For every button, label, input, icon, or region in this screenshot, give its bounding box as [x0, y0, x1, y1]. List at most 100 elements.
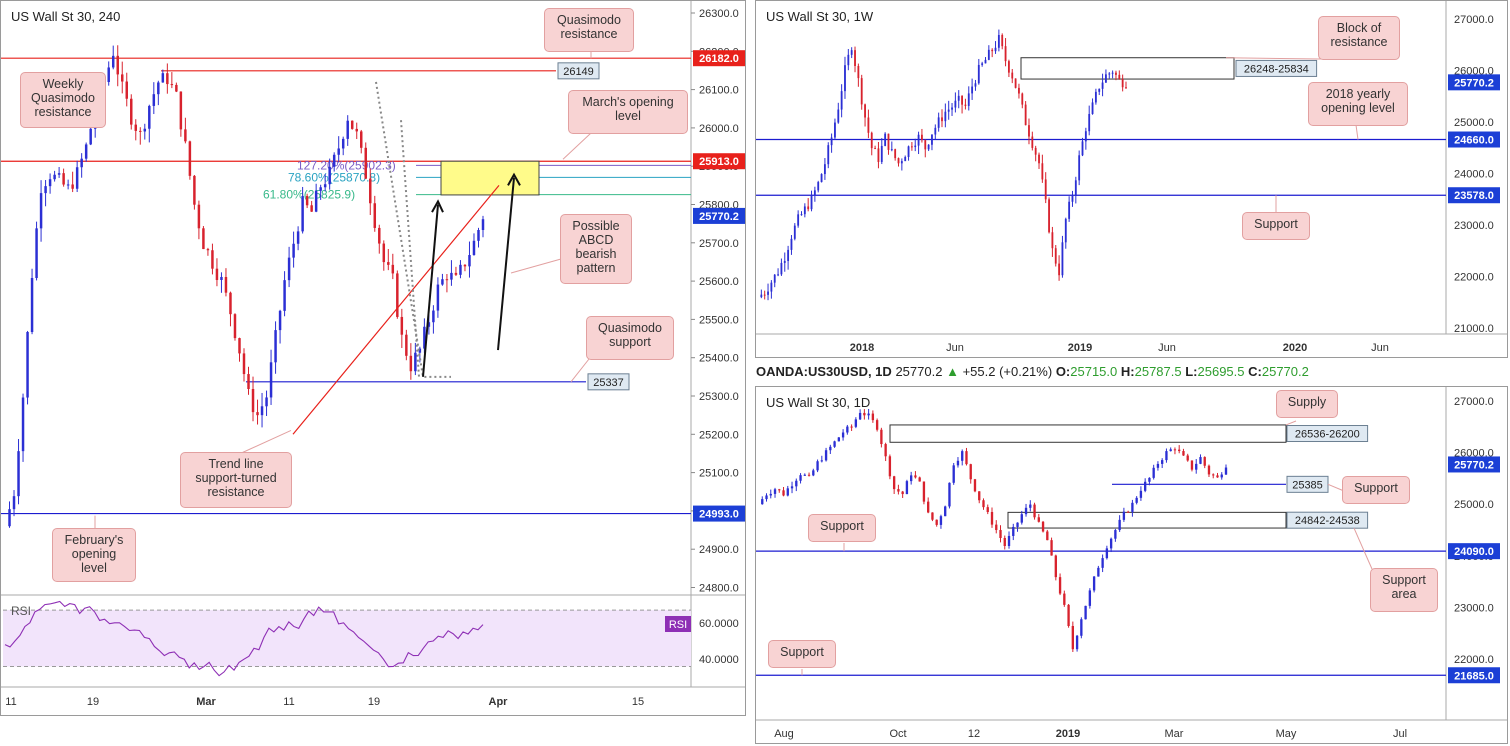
h4-price-badge-bg: [693, 50, 745, 67]
h4-candle: [152, 94, 156, 106]
daily-candle: [846, 426, 849, 433]
weekly-candle: [907, 146, 910, 158]
weekly-candle: [1061, 242, 1064, 276]
h4-rsi-tick: 40.0000: [699, 654, 739, 666]
h4-price-badge: 24993.0: [699, 509, 739, 521]
daily-candle: [892, 476, 896, 490]
daily-candle: [1058, 577, 1062, 594]
weekly-candle: [820, 174, 823, 183]
ohlc-open-label: O:: [1055, 364, 1071, 379]
daily-candle: [1041, 521, 1045, 532]
h4-candle: [341, 138, 345, 149]
daily-candle: [786, 488, 789, 496]
weekly-candle: [931, 134, 933, 145]
weekly-price-badge: 24660.0: [1454, 135, 1494, 147]
h4-price-tick: 26300.0: [699, 8, 739, 20]
daily-candle: [1109, 538, 1113, 549]
h4-candle: [53, 174, 56, 180]
daily-candle: [1220, 474, 1223, 478]
daily-candle: [829, 446, 832, 451]
daily-candle: [773, 489, 777, 494]
callout-daily-support-bottom: Support: [768, 640, 836, 668]
h4-fib-label: 127.20%(25902.3): [297, 158, 396, 172]
h4-candle: [125, 81, 128, 99]
h4-candle: [39, 193, 43, 229]
daily-candle: [1016, 522, 1019, 527]
h4-price-badge-bg: [693, 207, 745, 224]
daily-candle: [833, 441, 836, 447]
daily-candle: [1169, 449, 1172, 452]
weekly-chart-panel[interactable]: 27000.0 26000.0 25000.0 24000.0 23000.0 22000…: [755, 0, 1508, 358]
weekly-candle: [1004, 46, 1007, 62]
weekly-candle: [1118, 74, 1121, 79]
h4-price-tick: 25400.0: [699, 353, 739, 365]
h4-candle: [477, 229, 480, 241]
h4-candle: [269, 362, 273, 398]
callout-quasimodo-resistance: Quasimodo resistance: [544, 8, 634, 52]
callout-weekly-support: Support: [1242, 212, 1310, 240]
h4-candle: [111, 55, 115, 68]
ohlc-high-label: H:: [1120, 364, 1135, 379]
daily-candle: [1126, 511, 1130, 513]
h4-candle: [418, 348, 422, 353]
h4-candle: [134, 124, 138, 131]
h4-price-tick: 26000.0: [699, 123, 739, 135]
callout-trendline: Trend line support-turned resistance: [180, 452, 292, 508]
daily-candle: [1084, 605, 1087, 620]
daily-date-tick: Mar: [1165, 728, 1184, 740]
daily-candle: [931, 512, 934, 520]
h4-abcd-dotted: [375, 81, 451, 378]
weekly-block-zone: [1020, 57, 1235, 80]
daily-candle: [1007, 535, 1011, 547]
daily-candle: [1012, 526, 1015, 536]
weekly-candle: [770, 282, 773, 292]
h4-rsi-band: [3, 610, 691, 667]
daily-price-tick: 23000.0: [1454, 602, 1494, 614]
h4-candle: [459, 264, 462, 275]
h4-candle: [229, 292, 232, 315]
h4-candle: [332, 154, 336, 167]
weekly-candle: [904, 157, 907, 162]
weekly-candle: [1007, 61, 1010, 73]
h4-rsi-badge: RSI: [669, 619, 687, 631]
h4-date-tick: 11: [283, 696, 294, 708]
weekly-candle: [1028, 125, 1030, 137]
daily-candle: [1203, 457, 1206, 466]
daily-support-area-tag-bg: [1286, 511, 1369, 529]
weekly-candle: [967, 93, 970, 106]
weekly-candle: [900, 161, 903, 164]
weekly-candle: [1115, 72, 1117, 75]
weekly-candle: [1048, 199, 1050, 233]
h4-candle: [251, 389, 255, 413]
daily-candle: [880, 429, 883, 445]
h4-candle: [233, 314, 237, 339]
weekly-candle: [987, 49, 990, 60]
weekly-zone-tag: 26248-25834: [1244, 63, 1309, 75]
weekly-zone-tag-bg: [1235, 59, 1318, 77]
h4-candle: [328, 166, 331, 185]
ohlc-high: 25787.5: [1134, 364, 1182, 379]
daily-price-badge: 24090.0: [1454, 546, 1494, 558]
weekly-candle: [941, 117, 943, 122]
daily-candle: [1033, 504, 1036, 518]
h4-candle: [215, 268, 219, 280]
daily-chart-svg[interactable]: 27000.026000.025000.024000.023000.022000…: [756, 387, 1507, 743]
weekly-candle: [874, 148, 877, 150]
weekly-candle: [937, 117, 940, 128]
h4-date-tick: 19: [368, 696, 380, 708]
h4-candle: [175, 84, 178, 92]
daily-candle: [990, 512, 994, 525]
h4-candle: [472, 240, 476, 256]
daily-date-tick: 12: [968, 728, 980, 740]
weekly-candle: [1001, 34, 1004, 47]
daily-candle: [1088, 590, 1092, 606]
daily-ohlc-readout: OANDA:US30USD, 1D 25770.2 ▲ +55.2 (+0.21…: [756, 364, 1309, 379]
daily-candle: [863, 412, 866, 416]
daily-candle: [1063, 593, 1066, 605]
weekly-candle: [924, 140, 927, 150]
h4-candle: [369, 178, 372, 204]
daily-chart-panel[interactable]: 27000.026000.025000.024000.023000.022000…: [755, 386, 1508, 744]
h4-chart-svg[interactable]: 26300.026200.026100.026000.025900.025800…: [1, 1, 745, 715]
weekly-chart-svg[interactable]: 27000.026000.025000.024000.023000.022000…: [756, 1, 1507, 357]
weekly-candle: [1078, 155, 1081, 181]
